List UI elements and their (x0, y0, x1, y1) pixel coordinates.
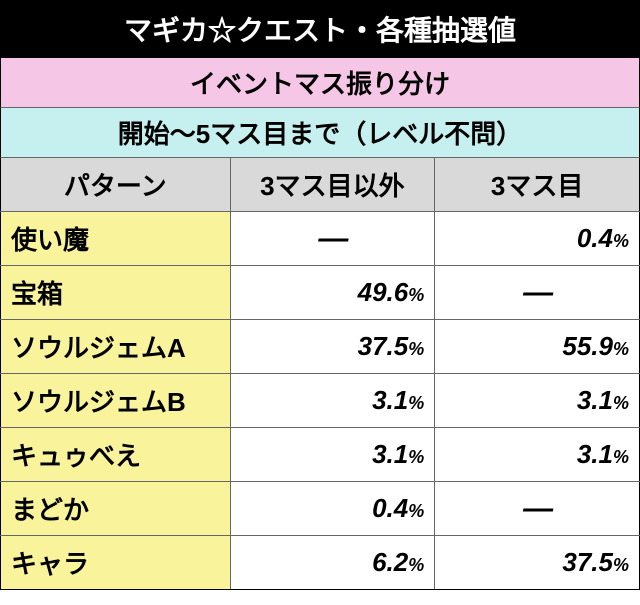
col-header-2: 3マス目 (435, 158, 640, 212)
subheader-1: イベントマス振り分け (0, 58, 640, 108)
cell-value: 3.1% (230, 428, 435, 482)
col-header-pattern: パターン (1, 158, 231, 212)
cell-value: ― (435, 266, 640, 320)
cell-value: 37.5% (230, 320, 435, 374)
row-label: まどか (1, 482, 231, 536)
table-container: マギカ☆クエスト・各種抽選値 イベントマス振り分け 開始〜5マス目まで（レベル不… (0, 0, 640, 590)
cell-value: 0.4% (435, 212, 640, 266)
table-row: キャラ6.2%37.5% (1, 536, 640, 590)
cell-value: 0.4% (230, 482, 435, 536)
cell-value: ― (230, 212, 435, 266)
table-row: 使い魔―0.4% (1, 212, 640, 266)
cell-value: ― (435, 482, 640, 536)
table-row: 宝箱49.6%― (1, 266, 640, 320)
data-table: パターン 3マス目以外 3マス目 使い魔―0.4%宝箱49.6%―ソウルジェムA… (0, 158, 640, 590)
table-row: まどか0.4%― (1, 482, 640, 536)
cell-value: 55.9% (435, 320, 640, 374)
row-label: キュゥべえ (1, 428, 231, 482)
table-title: マギカ☆クエスト・各種抽選値 (0, 0, 640, 58)
cell-value: 3.1% (435, 374, 640, 428)
row-label: ソウルジェムB (1, 374, 231, 428)
col-header-1: 3マス目以外 (230, 158, 435, 212)
row-label: ソウルジェムA (1, 320, 231, 374)
table-row: ソウルジェムA37.5%55.9% (1, 320, 640, 374)
cell-value: 37.5% (435, 536, 640, 590)
cell-value: 6.2% (230, 536, 435, 590)
table-row: キュゥべえ3.1%3.1% (1, 428, 640, 482)
row-label: 宝箱 (1, 266, 231, 320)
cell-value: 3.1% (230, 374, 435, 428)
cell-value: 3.1% (435, 428, 640, 482)
cell-value: 49.6% (230, 266, 435, 320)
subheader-2: 開始〜5マス目まで（レベル不問） (0, 108, 640, 158)
row-label: 使い魔 (1, 212, 231, 266)
table-row: ソウルジェムB3.1%3.1% (1, 374, 640, 428)
row-label: キャラ (1, 536, 231, 590)
